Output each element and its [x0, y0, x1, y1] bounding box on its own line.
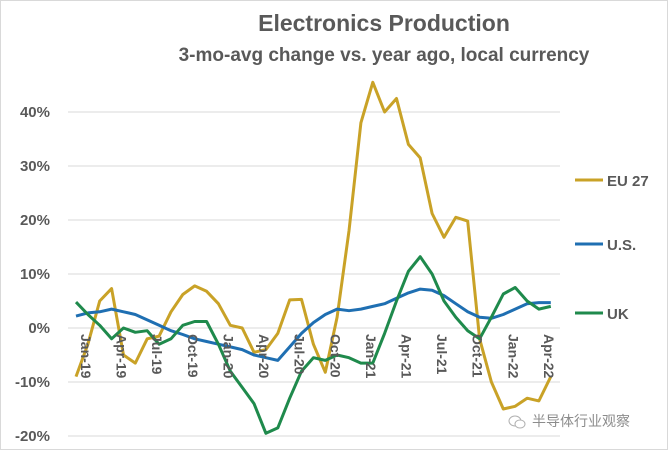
- x-tick-label: Jan-22: [505, 334, 521, 379]
- x-tick-label: Jul-19: [149, 334, 165, 375]
- y-tick-label: 20%: [20, 212, 50, 229]
- watermark: 半导体行业观察: [508, 411, 630, 431]
- y-tick-label: 0%: [28, 320, 50, 337]
- x-tick-label: Apr-20: [256, 334, 272, 379]
- chart-subtitle: 3-mo-avg change vs. year ago, local curr…: [178, 45, 590, 66]
- x-tick-label: Apr-19: [114, 334, 130, 379]
- x-tick-label: Jan-19: [78, 334, 94, 379]
- x-tick-label: Oct-19: [185, 334, 201, 378]
- x-tick-label: Jul-21: [434, 334, 450, 375]
- legend-label: U.S.: [607, 237, 636, 254]
- series-line-u-s: [75, 287, 551, 362]
- y-tick-label: 10%: [20, 266, 50, 283]
- chart-title: Electronics Production: [258, 10, 510, 36]
- y-tick-label: 30%: [20, 158, 50, 175]
- series-lines: [74, 80, 553, 435]
- x-tick-label: Oct-21: [470, 334, 486, 378]
- watermark-text: 半导体行业观察: [532, 414, 630, 430]
- x-tick-label: Apr-22: [541, 334, 557, 379]
- x-tick-label: Jul-20: [292, 334, 308, 375]
- x-tick-label: Jan-21: [363, 334, 379, 379]
- y-tick-label: -10%: [15, 374, 50, 391]
- y-axis-ticks: 40% 30% 20% 10% 0% -10% -20%: [15, 104, 50, 445]
- legend-label: UK: [607, 306, 629, 323]
- x-tick-label: Jan-20: [220, 334, 236, 379]
- y-tick-label: 40%: [20, 104, 50, 121]
- gridlines: [68, 111, 560, 437]
- x-axis-ticks: Jan-19 Apr-19 Jul-19 Oct-19 Jan-20 Apr-20 Jul-…: [78, 334, 557, 379]
- legend-label: EU 27: [607, 173, 649, 190]
- y-tick-label: -20%: [15, 428, 50, 445]
- series-line-uk: [74, 255, 552, 435]
- legend: EU 27 U.S. UK: [575, 173, 649, 323]
- series-line-eu-27: [74, 80, 553, 411]
- x-tick-label: Apr-21: [398, 334, 414, 379]
- x-tick-label: Oct-20: [327, 334, 343, 378]
- wechat-icon: [508, 415, 526, 429]
